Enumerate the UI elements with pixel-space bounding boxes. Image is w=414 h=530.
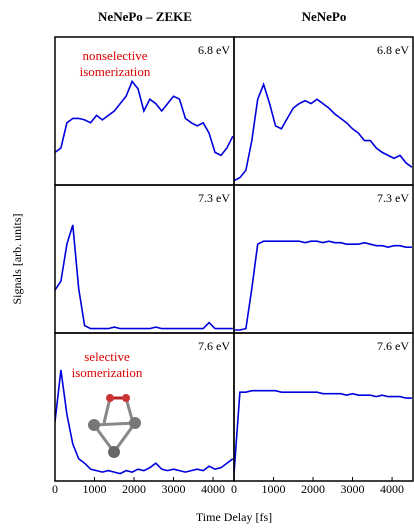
molecule-icon [88,394,141,458]
panel-annotation: 7.6 eV [377,339,409,353]
x-tick-label: 2000 [122,482,146,496]
column-title: NeNePo [302,9,347,24]
x-tick-label: 4000 [380,482,404,496]
panel-frame [234,333,413,481]
panel-label: nonselective [83,48,148,63]
column-title: NeNePo – ZEKE [98,9,192,24]
panel-frame [234,185,413,333]
x-tick-label: 1000 [83,482,107,496]
x-tick-label: 2000 [301,482,325,496]
x-axis-label: Time Delay [fs] [196,510,272,524]
x-tick-label: 0 [231,482,237,496]
panel-annotation: 7.3 eV [377,191,409,205]
panel-annotation: 7.3 eV [198,191,230,205]
signal-line [234,241,412,330]
panel-label: selective [84,349,130,364]
x-tick-label: 1000 [262,482,286,496]
x-tick-label: 4000 [201,482,225,496]
signal-line [55,370,233,474]
x-tick-label: 3000 [341,482,365,496]
panel-annotation: 6.8 eV [377,43,409,57]
panel-label: isomerization [80,64,151,79]
chart: NeNePo – ZEKE NeNePo Time Delay [fs] Sig… [0,0,414,530]
panel-annotation: 7.6 eV [198,339,230,353]
signal-line [55,225,233,329]
y-axis-label: Signals [arb. units] [10,214,24,305]
x-tick-label: 3000 [162,482,186,496]
panel-annotation: 6.8 eV [198,43,230,57]
panel-frame [234,37,413,185]
signal-line [234,84,412,180]
signal-line [55,81,233,155]
panel-label: isomerization [72,365,143,380]
panel-frame [55,333,234,481]
signal-line [234,391,412,474]
x-tick-label: 0 [52,482,58,496]
